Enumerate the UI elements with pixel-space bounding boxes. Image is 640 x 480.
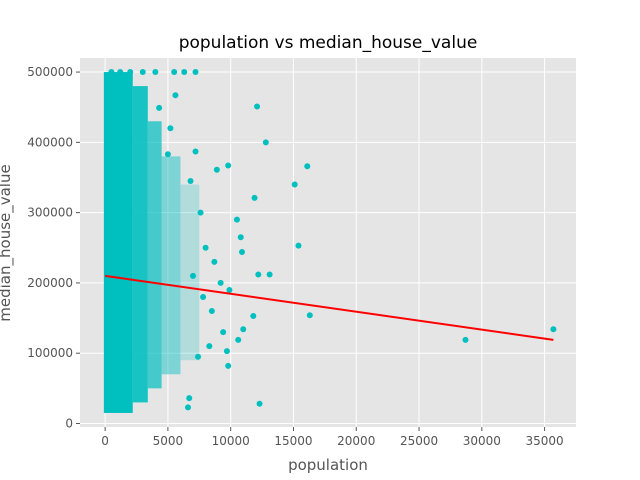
scatter-point: [226, 286, 233, 293]
scatter-point: [295, 242, 302, 249]
y-tick-label: 100000: [27, 346, 73, 360]
scatter-point: [262, 139, 269, 146]
dense-point-cluster: [147, 121, 162, 389]
scatter-point: [192, 69, 199, 76]
scatter-point: [223, 348, 230, 355]
scatter-point: [304, 163, 311, 170]
scatter-point: [190, 272, 197, 279]
dense-point-cluster: [132, 86, 148, 403]
y-tick-label: 0: [65, 416, 73, 430]
scatter-point: [117, 69, 124, 76]
x-tick-label: 35000: [526, 434, 564, 448]
y-tick-label: 400000: [27, 135, 73, 149]
scatter-point: [255, 271, 262, 278]
scatter-point: [171, 69, 178, 76]
chart-title: population vs median_house_value: [179, 33, 478, 53]
scatter-point: [256, 400, 263, 407]
data-points: [108, 69, 557, 411]
x-tick-label: 0: [101, 434, 109, 448]
scatter-point: [237, 234, 244, 241]
scatter-point: [217, 279, 224, 286]
y-tick-label: 500000: [27, 65, 73, 79]
scatter-point: [240, 326, 247, 333]
scatter-point: [211, 258, 218, 265]
x-tick-label: 25000: [400, 434, 438, 448]
scatter-point: [266, 271, 273, 278]
scatter-point: [291, 181, 298, 188]
scatter-point: [156, 104, 163, 111]
scatter-point: [127, 69, 134, 76]
scatter-point: [238, 248, 245, 255]
scatter-point: [108, 69, 115, 76]
scatter-point: [462, 336, 469, 343]
x-tick-label: 15000: [274, 434, 312, 448]
scatter-point: [200, 293, 207, 300]
scatter-point: [195, 353, 202, 360]
scatter-point: [187, 178, 194, 184]
scatter-point: [250, 312, 257, 319]
scatter-point: [251, 194, 258, 201]
scatter-point: [550, 326, 557, 333]
scatter-point: [202, 244, 209, 251]
scatter-point: [208, 308, 215, 315]
scatter-point: [197, 209, 204, 216]
scatter-point: [192, 148, 199, 155]
y-axis-label: median_house_value: [0, 164, 15, 321]
trend-line: [104, 274, 554, 341]
x-axis-label: population: [288, 456, 368, 474]
scatter-point: [220, 329, 227, 336]
x-tick-label: 5000: [153, 434, 184, 448]
scatter-point: [181, 69, 188, 76]
scatter-point: [186, 395, 193, 402]
y-tick-label: 200000: [27, 276, 73, 290]
scatter-point: [184, 404, 191, 411]
scatter-point: [172, 92, 179, 99]
plot-area: [80, 58, 576, 427]
axis-ticks: 0 5000 10000 15000 20000 25000 30000 35000 0 1000…: [27, 65, 564, 448]
trend-line-group: [104, 274, 554, 341]
dense-point-cluster: [180, 184, 200, 361]
x-tick-label: 30000: [463, 434, 501, 448]
scatter-point: [164, 151, 171, 158]
scatter-point: [254, 103, 261, 110]
scatter-point: [206, 343, 213, 350]
scatter-point: [213, 166, 220, 173]
scatter-point: [167, 125, 174, 132]
y-tick-label: 300000: [27, 206, 73, 220]
scatter-point: [139, 69, 146, 76]
scatter-point: [225, 362, 232, 369]
x-tick-label: 20000: [337, 434, 375, 448]
dense-point-cluster: [103, 72, 133, 413]
dense-point-band: [103, 72, 200, 413]
scatter-point: [306, 312, 313, 319]
x-tick-label: 10000: [212, 434, 250, 448]
scatter-point: [225, 162, 232, 169]
scatter-point: [233, 216, 240, 223]
scatter-point: [152, 69, 159, 76]
scatter-point: [235, 336, 242, 343]
grid: [80, 58, 576, 427]
dense-point-cluster: [161, 156, 181, 375]
